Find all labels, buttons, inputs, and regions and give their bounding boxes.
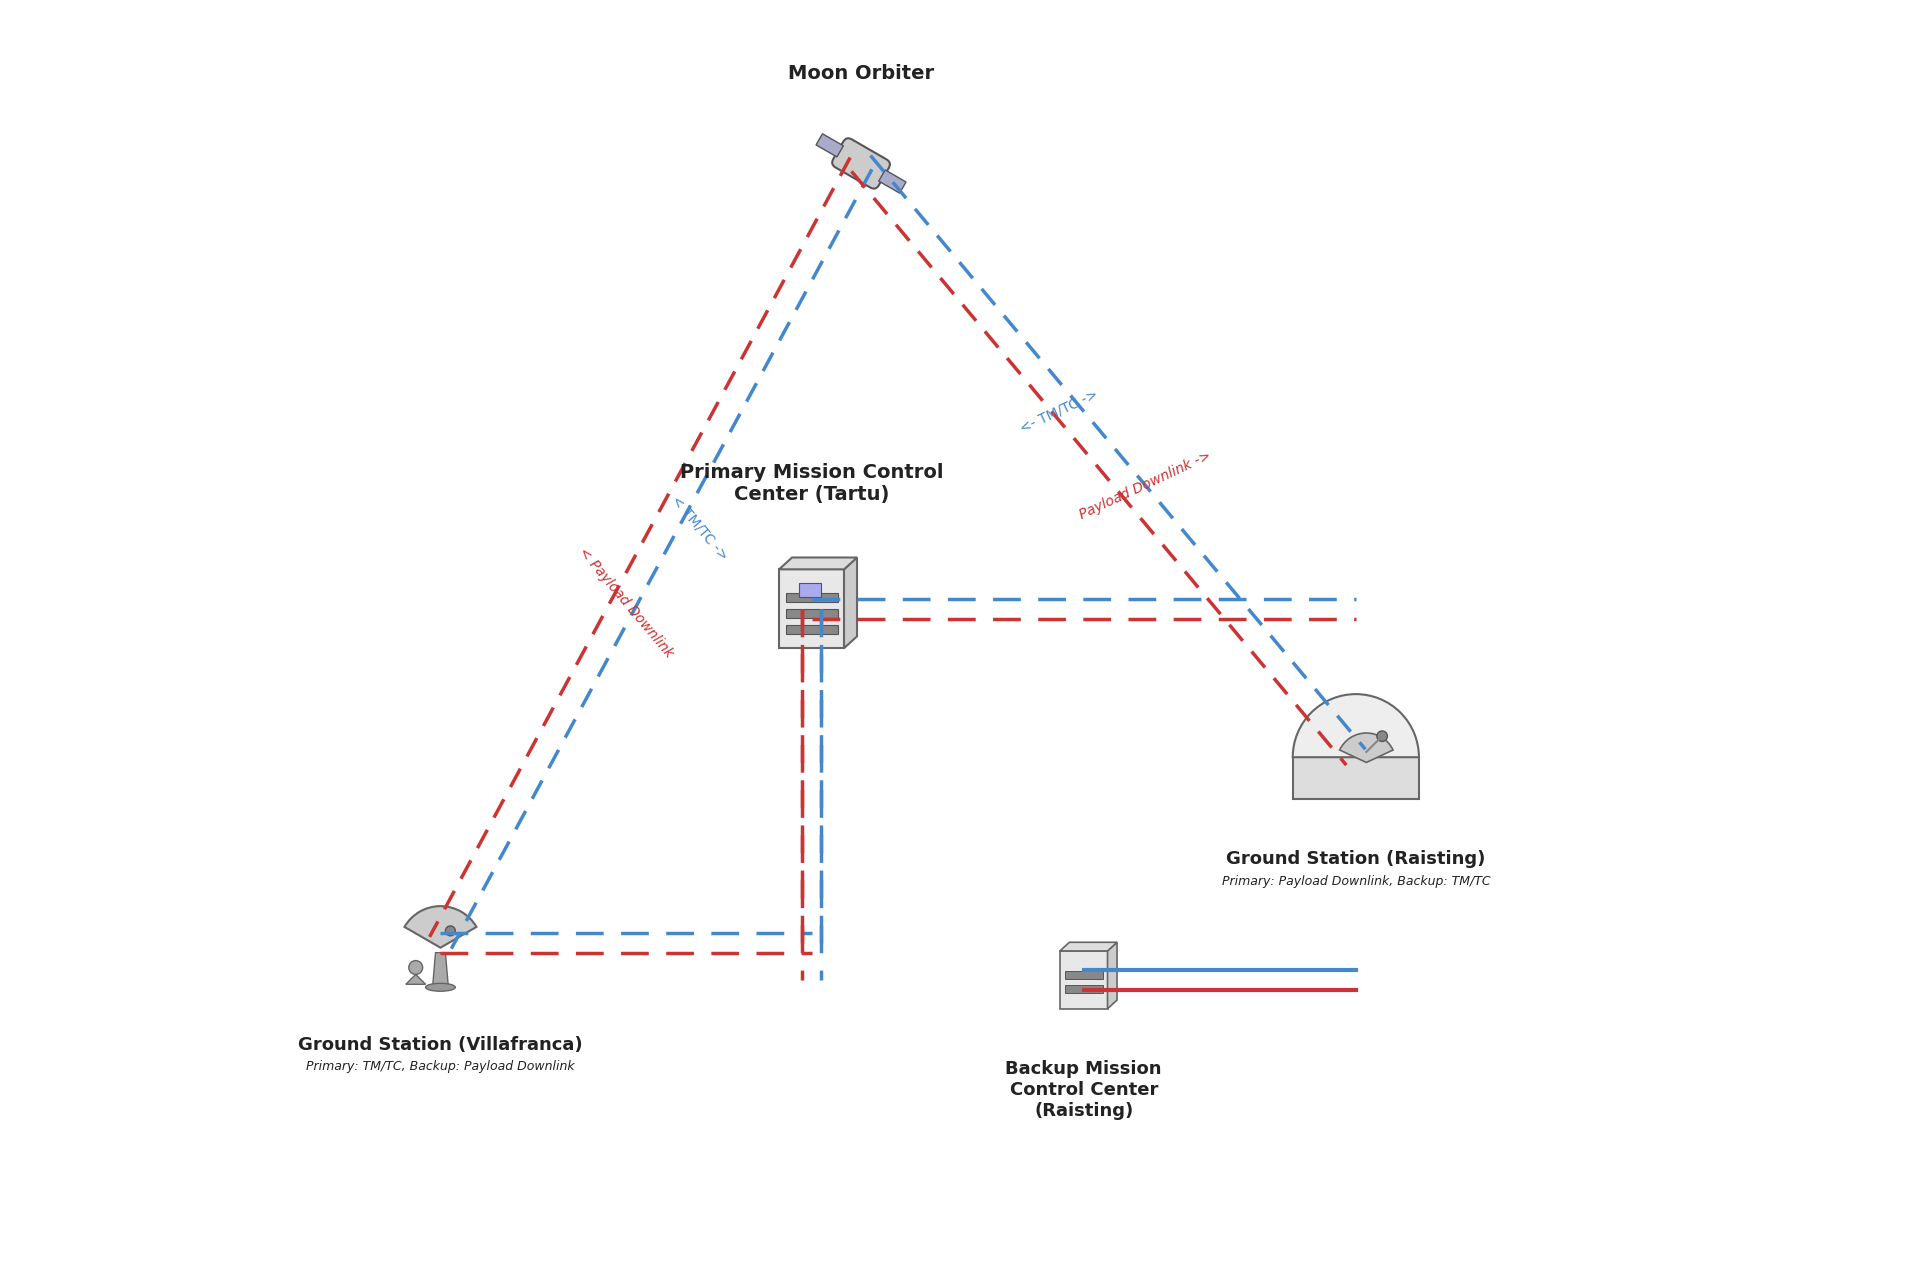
Circle shape — [445, 926, 455, 936]
Text: Primary Mission Control
Center (Tartu): Primary Mission Control Center (Tartu) — [680, 462, 943, 503]
Text: Primary: Payload Downlink, Backup: TM/TC: Primary: Payload Downlink, Backup: TM/TC — [1221, 874, 1490, 888]
FancyBboxPatch shape — [1060, 952, 1108, 1009]
Wedge shape — [405, 906, 476, 948]
FancyBboxPatch shape — [831, 138, 891, 189]
Circle shape — [409, 960, 422, 974]
Polygon shape — [405, 974, 426, 984]
Text: Backup Mission
Control Center
(Raisting): Backup Mission Control Center (Raisting) — [1006, 1060, 1162, 1120]
Wedge shape — [1292, 694, 1419, 758]
Bar — [785, 593, 837, 602]
Text: <- TM/TC ->: <- TM/TC -> — [1018, 386, 1100, 435]
Bar — [799, 583, 822, 597]
Polygon shape — [1292, 758, 1419, 799]
Ellipse shape — [426, 983, 455, 991]
Polygon shape — [432, 953, 449, 987]
Bar — [1066, 984, 1102, 993]
Text: < TM/TC ->: < TM/TC -> — [670, 493, 732, 564]
Polygon shape — [845, 557, 856, 649]
Bar — [816, 134, 843, 157]
Polygon shape — [1060, 943, 1117, 952]
Bar — [785, 608, 837, 618]
Text: Payload Downlink ->: Payload Downlink -> — [1077, 449, 1213, 522]
Polygon shape — [1108, 943, 1117, 1009]
Text: < Payload Downlink: < Payload Downlink — [576, 545, 676, 660]
Text: Ground Station (Raisting): Ground Station (Raisting) — [1227, 850, 1486, 868]
Text: Ground Station (Villafranca): Ground Station (Villafranca) — [298, 1035, 584, 1054]
Text: Primary: TM/TC, Backup: Payload Downlink: Primary: TM/TC, Backup: Payload Downlink — [305, 1060, 574, 1073]
FancyBboxPatch shape — [780, 569, 845, 649]
Bar — [1066, 971, 1102, 978]
Wedge shape — [1340, 734, 1394, 763]
Bar — [879, 170, 906, 193]
Text: Moon Orbiter: Moon Orbiter — [787, 65, 935, 84]
Polygon shape — [780, 557, 856, 569]
Bar — [785, 625, 837, 634]
Circle shape — [1377, 731, 1388, 741]
